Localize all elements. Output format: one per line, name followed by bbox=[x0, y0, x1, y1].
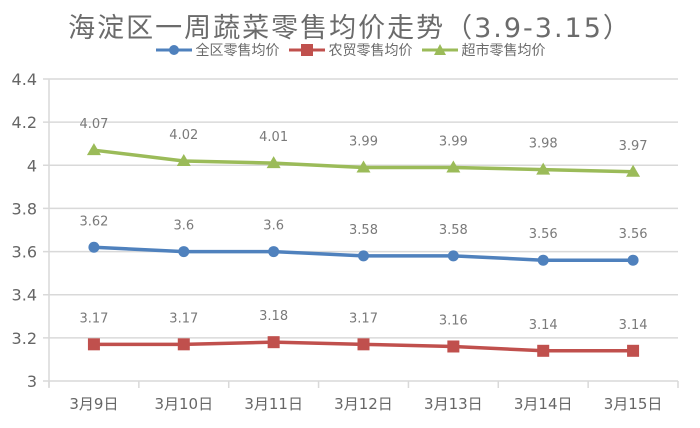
legend-label: 农贸零售均价 bbox=[328, 43, 413, 59]
square-marker-icon bbox=[87, 338, 100, 351]
circle-marker-icon bbox=[447, 250, 459, 262]
data-label: 3.56 bbox=[619, 227, 648, 242]
data-label: 3.17 bbox=[79, 311, 108, 326]
data-label: 3.14 bbox=[529, 318, 558, 333]
circle-marker-icon bbox=[88, 241, 100, 253]
data-label: 3.16 bbox=[439, 313, 468, 328]
chart-legend: 全区零售均价 农贸零售均价 超市零售均价 bbox=[0, 40, 700, 60]
square-marker-icon bbox=[357, 338, 370, 351]
data-label: 3.97 bbox=[619, 139, 648, 154]
data-label: 3.58 bbox=[349, 223, 378, 238]
legend-label: 超市零售均价 bbox=[461, 43, 546, 59]
triangle-marker-icon bbox=[356, 160, 371, 173]
square-marker-icon bbox=[537, 344, 550, 357]
chart-title: 海淀区一周蔬菜零售均价走势（3.9-3.15） bbox=[68, 13, 632, 44]
circle-marker-icon bbox=[178, 246, 190, 258]
triangle-marker-icon bbox=[86, 143, 101, 156]
square-marker-icon bbox=[627, 344, 640, 357]
data-label: 3.6 bbox=[263, 219, 284, 234]
square-marker-icon bbox=[267, 336, 280, 349]
data-label: 3.98 bbox=[529, 137, 558, 152]
data-label: 3.58 bbox=[439, 223, 468, 238]
data-label: 3.62 bbox=[79, 214, 108, 229]
triangle-marker-icon bbox=[626, 164, 641, 177]
legend-item-district: 全区零售均价 bbox=[155, 40, 280, 60]
circle-marker-icon bbox=[358, 250, 369, 262]
data-label: 3.17 bbox=[169, 311, 198, 326]
data-label: 3.17 bbox=[349, 311, 378, 326]
data-label: 4.07 bbox=[79, 117, 108, 132]
circle-marker-icon bbox=[268, 246, 280, 258]
x-category-label: 3月11日 bbox=[244, 395, 303, 413]
circle-marker-icon bbox=[627, 254, 639, 266]
square-marker-icon bbox=[177, 338, 190, 351]
y-tick-label: 3.4 bbox=[12, 286, 37, 305]
x-category-label: 3月14日 bbox=[514, 395, 573, 413]
data-label: 3.18 bbox=[259, 309, 288, 324]
data-label: 4.02 bbox=[169, 128, 198, 143]
square-marker-icon bbox=[288, 44, 325, 56]
y-tick-label: 3.8 bbox=[12, 199, 37, 218]
y-tick-label: 3 bbox=[27, 372, 37, 391]
x-category-label: 3月10日 bbox=[154, 395, 213, 413]
y-tick-label: 3.2 bbox=[12, 329, 37, 348]
square-marker-icon bbox=[447, 340, 460, 353]
data-label: 3.99 bbox=[439, 134, 468, 149]
data-label: 3.99 bbox=[349, 134, 378, 149]
triangle-marker-icon bbox=[536, 162, 551, 175]
data-label: 3.14 bbox=[619, 318, 648, 333]
x-category-label: 3月15日 bbox=[604, 395, 663, 413]
y-tick-label: 4.4 bbox=[12, 70, 37, 89]
triangle-marker-icon bbox=[176, 153, 191, 166]
y-tick-label: 3.6 bbox=[12, 243, 37, 262]
y-tick-label: 4.2 bbox=[12, 113, 37, 132]
legend-label: 全区零售均价 bbox=[195, 43, 280, 59]
legend-item-supermarket: 超市零售均价 bbox=[421, 40, 546, 60]
x-category-label: 3月13日 bbox=[424, 395, 483, 413]
x-category-label: 3月9日 bbox=[69, 395, 118, 413]
triangle-marker-icon bbox=[421, 44, 458, 55]
data-label: 3.56 bbox=[529, 227, 558, 242]
data-label: 4.01 bbox=[259, 130, 288, 145]
legend-item-market: 农贸零售均价 bbox=[288, 40, 413, 60]
y-tick-label: 4 bbox=[27, 156, 37, 175]
data-label: 3.6 bbox=[173, 219, 194, 234]
circle-marker-icon bbox=[155, 45, 192, 55]
triangle-marker-icon bbox=[446, 160, 461, 173]
circle-marker-icon bbox=[537, 254, 549, 266]
x-category-label: 3月12日 bbox=[334, 395, 393, 413]
triangle-marker-icon bbox=[266, 156, 281, 169]
